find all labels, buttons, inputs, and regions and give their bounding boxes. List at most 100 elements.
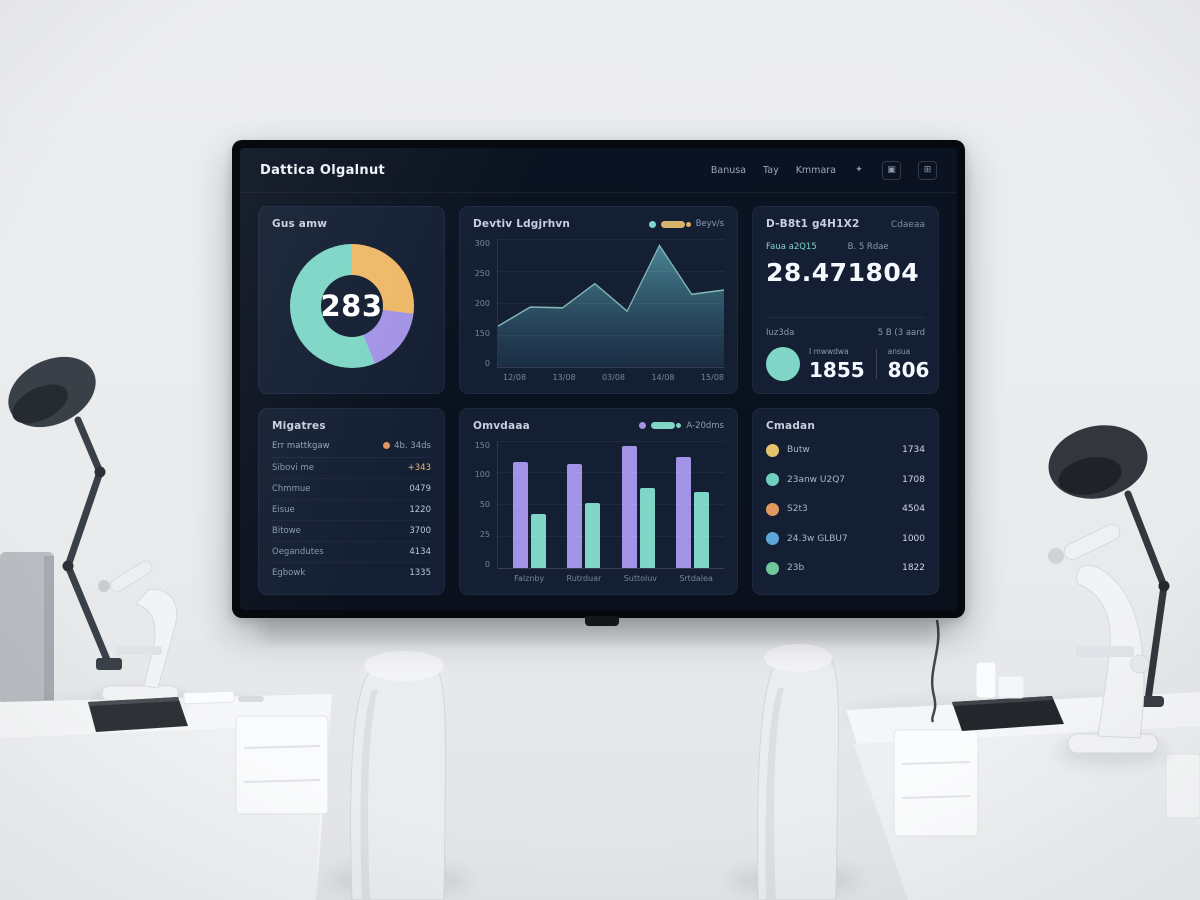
bar-group (676, 441, 710, 568)
list-item-value: 3700 (409, 525, 431, 536)
bar-legend: A-20dms (639, 421, 724, 431)
category-item[interactable]: Butw 1734 (766, 436, 925, 466)
nav-link[interactable]: Banusa (710, 164, 747, 176)
area-series (498, 244, 724, 367)
y-tick-label: 100 (474, 470, 490, 480)
purple-dot-icon (639, 422, 647, 429)
gridline (498, 472, 724, 474)
y-tick-label: 150 (474, 328, 490, 338)
teal-pill-icon (651, 422, 682, 429)
donut-chart: 283 (272, 230, 431, 382)
list-card: Migatres Err mattkgaw 4b. 34ds Sibovi me… (258, 407, 445, 595)
gridline (498, 366, 724, 368)
list-item-label: Chmmue (272, 483, 311, 494)
y-tick-label: 200 (474, 298, 490, 308)
orange-dot-icon (383, 442, 391, 449)
list-item[interactable]: Sibovi me +343 (272, 458, 431, 479)
card-link[interactable]: Cdaeaa (890, 220, 925, 230)
stat-block: B. 5 Rdae 1804 (848, 242, 925, 287)
x-tick-label: Srtdalea (679, 574, 713, 583)
trend-y-axis: 300 250 200 150 0 (473, 239, 497, 368)
y-tick-label: 250 (474, 268, 490, 278)
x-tick-label: Falznby (514, 574, 545, 583)
category-label: 24.3w GLBU7 (787, 533, 848, 544)
list-legend: 4b. 34ds (383, 441, 431, 451)
apps-icon[interactable] (918, 160, 937, 180)
category-dot-icon (766, 502, 779, 516)
y-tick-label: 0 (484, 358, 490, 368)
trend-x-axis: 12/08 13/08 03/08 14/08 15/08 (473, 373, 724, 382)
bar-group (567, 441, 601, 568)
list-subtitle: Err mattkgaw (272, 440, 330, 451)
category-label: S2t3 (787, 504, 808, 515)
card-title: Cmadan (766, 419, 816, 432)
teal-dot-icon (648, 220, 656, 228)
category-value: 1708 (902, 474, 925, 485)
category-value: 1734 (902, 445, 925, 456)
tv: Dattica Olgalnut Banusa Tay Kmmara Gus amw (232, 140, 965, 618)
x-tick-label: 14/08 (651, 372, 675, 382)
x-tick-label: Rutrduar (566, 574, 602, 583)
list-item[interactable]: Bitowe 3700 (272, 521, 431, 542)
card-title: D-B8t1 g4H1X2 (766, 218, 860, 230)
category-value: 1822 (902, 563, 925, 574)
list-item-value: +343 (407, 462, 431, 473)
category-item[interactable]: 24.3w GLBU7 1000 (766, 524, 925, 554)
category-value: 4504 (902, 504, 925, 515)
nav-link[interactable]: Tay (763, 164, 779, 176)
gridline (498, 239, 724, 240)
bar-y-axis: 150 100 50 25 0 (473, 441, 497, 570)
list-item-label: Oegandutes (272, 546, 324, 557)
notifications-icon[interactable] (882, 160, 901, 180)
gridline (498, 440, 724, 442)
category-item[interactable]: S2t3 4504 (766, 495, 925, 525)
series-b-bar (585, 503, 601, 568)
category-item[interactable]: 23b 1822 (766, 554, 925, 584)
stats-header: D-B8t1 g4H1X2 Cdaeaa (766, 218, 925, 230)
chart-header: Devtiv Ldgjrhvn Beyv/s (473, 218, 724, 230)
category-dot-icon (766, 532, 779, 546)
category-value: 1000 (902, 533, 925, 544)
nav-links: Banusa Tay Kmmara (711, 165, 836, 176)
divider (875, 349, 877, 379)
y-tick-label: 0 (484, 560, 490, 569)
stats-card: D-B8t1 g4H1X2 Cdaeaa Faua a2Q15 28.47 B. 5… (752, 206, 939, 394)
category-label: 23b (787, 563, 805, 574)
gridline (498, 536, 724, 538)
stats-secondary: I mwwdwa 1855 ansua 806 (766, 346, 929, 382)
list-item[interactable]: Oegandutes 4134 (272, 542, 431, 563)
card-title: Devtiv Ldgjrhvn (473, 218, 571, 230)
list-item[interactable]: Egbowk 1335 (272, 563, 431, 583)
area-chart: 300 250 200 150 0 (473, 239, 724, 368)
legend-label: Beyv/s (695, 219, 724, 229)
section-hint: 5 B (3 aard (877, 327, 925, 338)
x-tick-label: 03/08 (601, 372, 626, 382)
series-a-bar (512, 461, 528, 568)
stat-block: Faua a2Q15 28.47 (766, 242, 848, 287)
list-item-value: 1220 (409, 504, 431, 515)
list-item[interactable]: Chmmue 0479 (272, 479, 431, 500)
list-item[interactable]: Eisue 1220 (272, 500, 431, 521)
tan-pill-icon (660, 220, 691, 228)
y-tick-label: 50 (479, 500, 490, 510)
nav-link[interactable]: Kmmara (795, 164, 836, 176)
top-nav: Banusa Tay Kmmara (711, 160, 937, 180)
trend-plot (497, 239, 724, 368)
categories-card: Cmadan Butw 1734 23anw U2Q7 1708 S2t3 4504 24.… (752, 407, 939, 595)
list-subheader: Err mattkgaw 4b. 34ds (272, 441, 431, 458)
stats-section: Iuz3da 5 B (3 aard (766, 316, 925, 338)
mini-stat-value: 1855 (809, 357, 865, 382)
section-label: Iuz3da (766, 327, 795, 338)
list-item-label: Sibovi me (272, 462, 314, 473)
category-label: 23anw U2Q7 (787, 474, 846, 485)
mini-stat-caption: I mwwdwa (809, 346, 849, 356)
bar-chart: 150 100 50 25 0 (473, 440, 724, 570)
chart-header: Omvdaaa A-20dms (473, 420, 724, 432)
category-dot-icon (766, 561, 779, 575)
category-item[interactable]: 23anw U2Q7 1708 (766, 465, 925, 495)
bar-group (512, 441, 546, 568)
star-icon[interactable] (853, 164, 865, 176)
stat-label: Faua a2Q15 (766, 242, 817, 252)
card-title: Gus amw (272, 218, 328, 230)
